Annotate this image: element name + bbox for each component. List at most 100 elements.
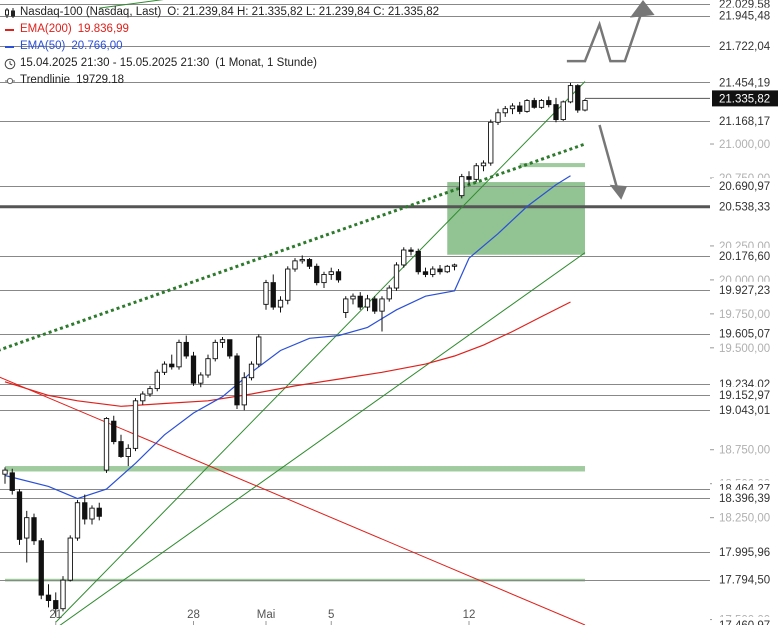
candle bbox=[335, 269, 342, 283]
candle bbox=[321, 271, 327, 289]
candle-body bbox=[190, 355, 197, 384]
candle-body bbox=[401, 249, 407, 266]
last-price-label: 21.335,82 bbox=[719, 93, 770, 105]
candle bbox=[408, 247, 414, 256]
ema200-line bbox=[4, 301, 571, 407]
candle bbox=[553, 97, 559, 123]
candle-body bbox=[422, 271, 429, 275]
ema200-swatch-icon bbox=[5, 28, 14, 31]
candle-body bbox=[147, 388, 153, 395]
candle bbox=[263, 279, 269, 310]
candle bbox=[560, 100, 566, 121]
candle-body bbox=[292, 260, 298, 270]
candle-body bbox=[96, 507, 102, 517]
last-price-badge bbox=[712, 90, 778, 107]
candle-body bbox=[277, 299, 284, 308]
candle-body bbox=[335, 271, 342, 281]
candle bbox=[111, 415, 117, 445]
candle bbox=[147, 385, 153, 397]
level-label-bg bbox=[712, 401, 778, 418]
candle bbox=[96, 502, 102, 521]
candle bbox=[517, 101, 523, 115]
candle bbox=[459, 173, 465, 199]
candle bbox=[256, 334, 262, 367]
candle bbox=[466, 171, 472, 185]
candle-body bbox=[495, 112, 501, 123]
candle-body bbox=[118, 441, 124, 457]
candle-body bbox=[31, 517, 37, 542]
candle-body bbox=[502, 108, 508, 114]
level-label-bg bbox=[712, 544, 778, 561]
level-label-bg bbox=[712, 37, 778, 54]
candle bbox=[89, 505, 95, 525]
level-label-bg bbox=[712, 247, 778, 264]
candle bbox=[219, 336, 226, 348]
level-label: 17.460,97 bbox=[719, 620, 770, 625]
level-label: 20.176,60 bbox=[719, 251, 770, 263]
level-label: 19.043,01 bbox=[719, 405, 770, 417]
candle-body bbox=[328, 271, 334, 275]
axis-tick-label: 19.750,00 bbox=[719, 309, 770, 321]
x-axis-label: 5 bbox=[328, 609, 334, 621]
candle bbox=[176, 339, 182, 370]
candle bbox=[161, 361, 168, 375]
candle bbox=[103, 417, 110, 473]
candle-body bbox=[111, 420, 117, 443]
candle bbox=[2, 467, 8, 484]
level-label-bg bbox=[712, 7, 778, 24]
level-label: 18.396,39 bbox=[719, 493, 770, 505]
candle bbox=[314, 263, 320, 286]
legend-trend-value: 19729.18 bbox=[76, 74, 125, 86]
candle-body bbox=[437, 268, 443, 273]
candle-body bbox=[16, 491, 23, 540]
candle-body bbox=[488, 121, 494, 164]
candle bbox=[227, 339, 233, 359]
candle-body bbox=[538, 100, 545, 108]
legend-ema50-row: EMA(50) 20.766,00 bbox=[4, 38, 439, 55]
candle-body bbox=[546, 100, 552, 106]
candle-body bbox=[567, 85, 574, 103]
candle bbox=[415, 248, 421, 275]
level-label: 19.605,07 bbox=[719, 329, 770, 341]
legend-period-row: 15.04.2025 21:30 - 15.05.2025 21:30 (1 M… bbox=[4, 55, 439, 72]
candle bbox=[82, 494, 88, 525]
candle bbox=[430, 266, 436, 278]
candle bbox=[437, 264, 443, 275]
level-label: 21.722,04 bbox=[719, 41, 771, 53]
arrow-head-up bbox=[629, 0, 655, 18]
candle-body bbox=[444, 265, 450, 273]
legend-trend-row: Trendlinie 19729.18 bbox=[4, 72, 439, 89]
candle bbox=[74, 500, 81, 541]
candles-layer bbox=[2, 82, 588, 617]
candle bbox=[343, 296, 349, 318]
level-label: 19.152,97 bbox=[719, 390, 770, 402]
candle-body bbox=[161, 363, 168, 373]
candle bbox=[140, 391, 146, 405]
candle bbox=[364, 294, 371, 312]
dotted-trend-line bbox=[0, 142, 586, 352]
candle bbox=[488, 119, 494, 166]
trend-line bbox=[0, 376, 586, 625]
candle-body bbox=[306, 259, 313, 267]
candle-body bbox=[357, 295, 363, 308]
bearish-scenario-arrow bbox=[598, 124, 619, 191]
candle bbox=[422, 267, 429, 278]
candle bbox=[524, 99, 530, 113]
candle-body bbox=[53, 600, 59, 610]
candle-body bbox=[256, 336, 262, 365]
candle-body bbox=[364, 298, 371, 308]
candle bbox=[16, 489, 23, 545]
projection-arrows bbox=[566, 0, 655, 200]
support-zone bbox=[519, 163, 585, 168]
candle bbox=[480, 160, 487, 172]
candle-body bbox=[132, 400, 139, 449]
level-label: 21.168,17 bbox=[719, 116, 770, 128]
level-label: 20.538,33 bbox=[719, 202, 770, 214]
candle-body bbox=[372, 298, 378, 312]
candle-body bbox=[408, 249, 414, 252]
candle bbox=[31, 513, 37, 545]
candle bbox=[183, 335, 189, 359]
candle-body bbox=[140, 393, 146, 402]
ema50-swatch-icon bbox=[5, 45, 14, 48]
